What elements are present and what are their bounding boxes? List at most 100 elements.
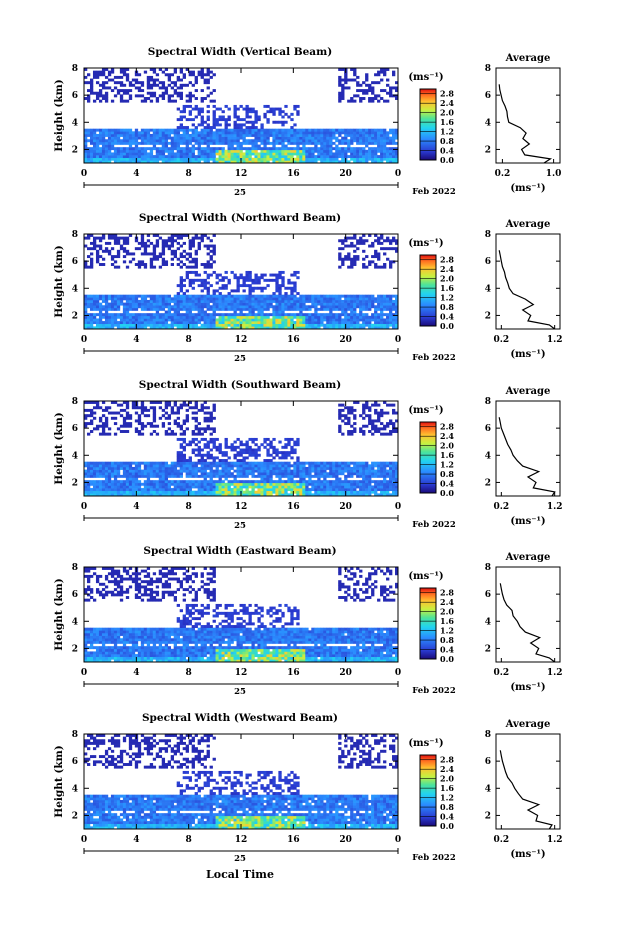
heatmap-cell [92,401,97,404]
heatmap-cell [179,302,183,306]
heatmap-cell [167,488,172,492]
heatmap-cell [86,480,91,484]
heatmap-cell [122,318,127,322]
heatmap-cells [84,401,399,497]
heatmap-cell [119,408,124,412]
heatmap-cell [107,326,112,330]
heatmap-cell [359,83,363,87]
heatmap-cell [278,299,282,303]
heatmap-cell [197,284,201,288]
heatmap-cell [176,488,180,492]
heatmap-cell [380,318,384,322]
heatmap-cell [164,416,169,420]
heatmap-cell [84,323,88,327]
heatmap-cell [125,89,130,93]
heatmap-cell [182,315,186,319]
heatmap-cell [197,448,201,452]
heatmap-cell [230,141,234,145]
heatmap-cell [353,297,357,301]
heatmap-cell [218,273,222,277]
heatmap-cell [287,318,291,322]
heatmap-cell [107,485,112,489]
heatmap-cell [224,490,228,494]
heatmap-cell [296,155,300,159]
heatmap-cell [86,482,91,486]
heatmap-cell [260,299,264,303]
heatmap-cell [266,299,270,303]
heatmap-cell [206,265,210,269]
heatmap-cell [134,472,139,476]
heatmap-cell [116,297,121,301]
heatmap-cell [386,318,390,322]
heatmap-cell [191,480,195,484]
heatmap-cell [119,70,124,74]
heatmap-cell [86,469,91,473]
heatmap-cell [224,474,228,478]
heatmap-cell [161,480,166,484]
heatmap-cell [137,490,142,494]
heatmap-cell [386,323,390,327]
heatmap-cell [200,299,204,303]
heatmap-cell [155,297,160,301]
heatmap-cell [197,490,201,494]
heatmap-cell [311,305,315,309]
heatmap-cell [281,313,285,317]
heatmap-cell [347,257,351,261]
heatmap-cell [224,294,228,298]
heatmap-cell [251,299,255,303]
heatmap-cell [161,318,166,322]
heatmap-cell [152,136,157,140]
heatmap-cell [89,257,94,261]
heatmap-cell [377,257,381,261]
heatmap-cell [299,488,303,492]
heatmap-cell [281,160,285,164]
heatmap-cell [287,157,291,161]
heatmap-cell [332,157,336,161]
heatmap-cell [218,448,222,452]
heatmap-cell [92,155,97,159]
heatmap-cell [344,310,348,314]
heatmap-cell [254,461,258,465]
heatmap-cell [140,294,145,298]
heatmap-cell [284,480,288,484]
heatmap-cell [188,247,192,251]
heatmap-cell [242,448,246,452]
heatmap-cell [113,307,118,311]
heatmap-cell [239,104,243,108]
heatmap-cell [227,461,231,465]
heatmap-cell [161,313,166,317]
heatmap-cell [266,469,270,473]
heatmap-cell [137,247,142,251]
heatmap-cell [266,141,270,145]
heatmap-cell [296,297,300,301]
heatmap-cell [146,482,151,486]
heatmap-cell [200,459,204,462]
heatmap-cell [218,123,222,127]
heatmap-cell [296,459,300,462]
heatmap-cell [215,466,219,470]
heatmap-cell [167,247,172,251]
heatmap-cell [140,493,145,497]
heatmap-cell [305,323,309,327]
heatmap-cell [122,490,127,494]
heatmap-cell [194,427,198,431]
heatmap-cell [104,128,109,132]
heatmap-cell [170,472,175,476]
heatmap-cell [227,466,231,470]
heatmap-cell [179,157,183,161]
heatmap-cell [341,139,345,143]
heatmap-cell [125,466,130,470]
heatmap-cell [161,424,166,428]
heatmap-cell [179,281,183,285]
heatmap-cell [131,461,136,465]
heatmap-cell [329,305,333,309]
heatmap-cell [344,315,348,319]
heatmap-cell [296,437,300,441]
heatmap-cell [170,474,175,478]
heatmap-cell [329,307,333,311]
heatmap-cell [224,141,228,145]
heatmap-cell [233,157,237,161]
heatmap-cell [185,443,189,447]
heatmap-cell [107,427,112,431]
heatmap-cell [215,276,219,280]
